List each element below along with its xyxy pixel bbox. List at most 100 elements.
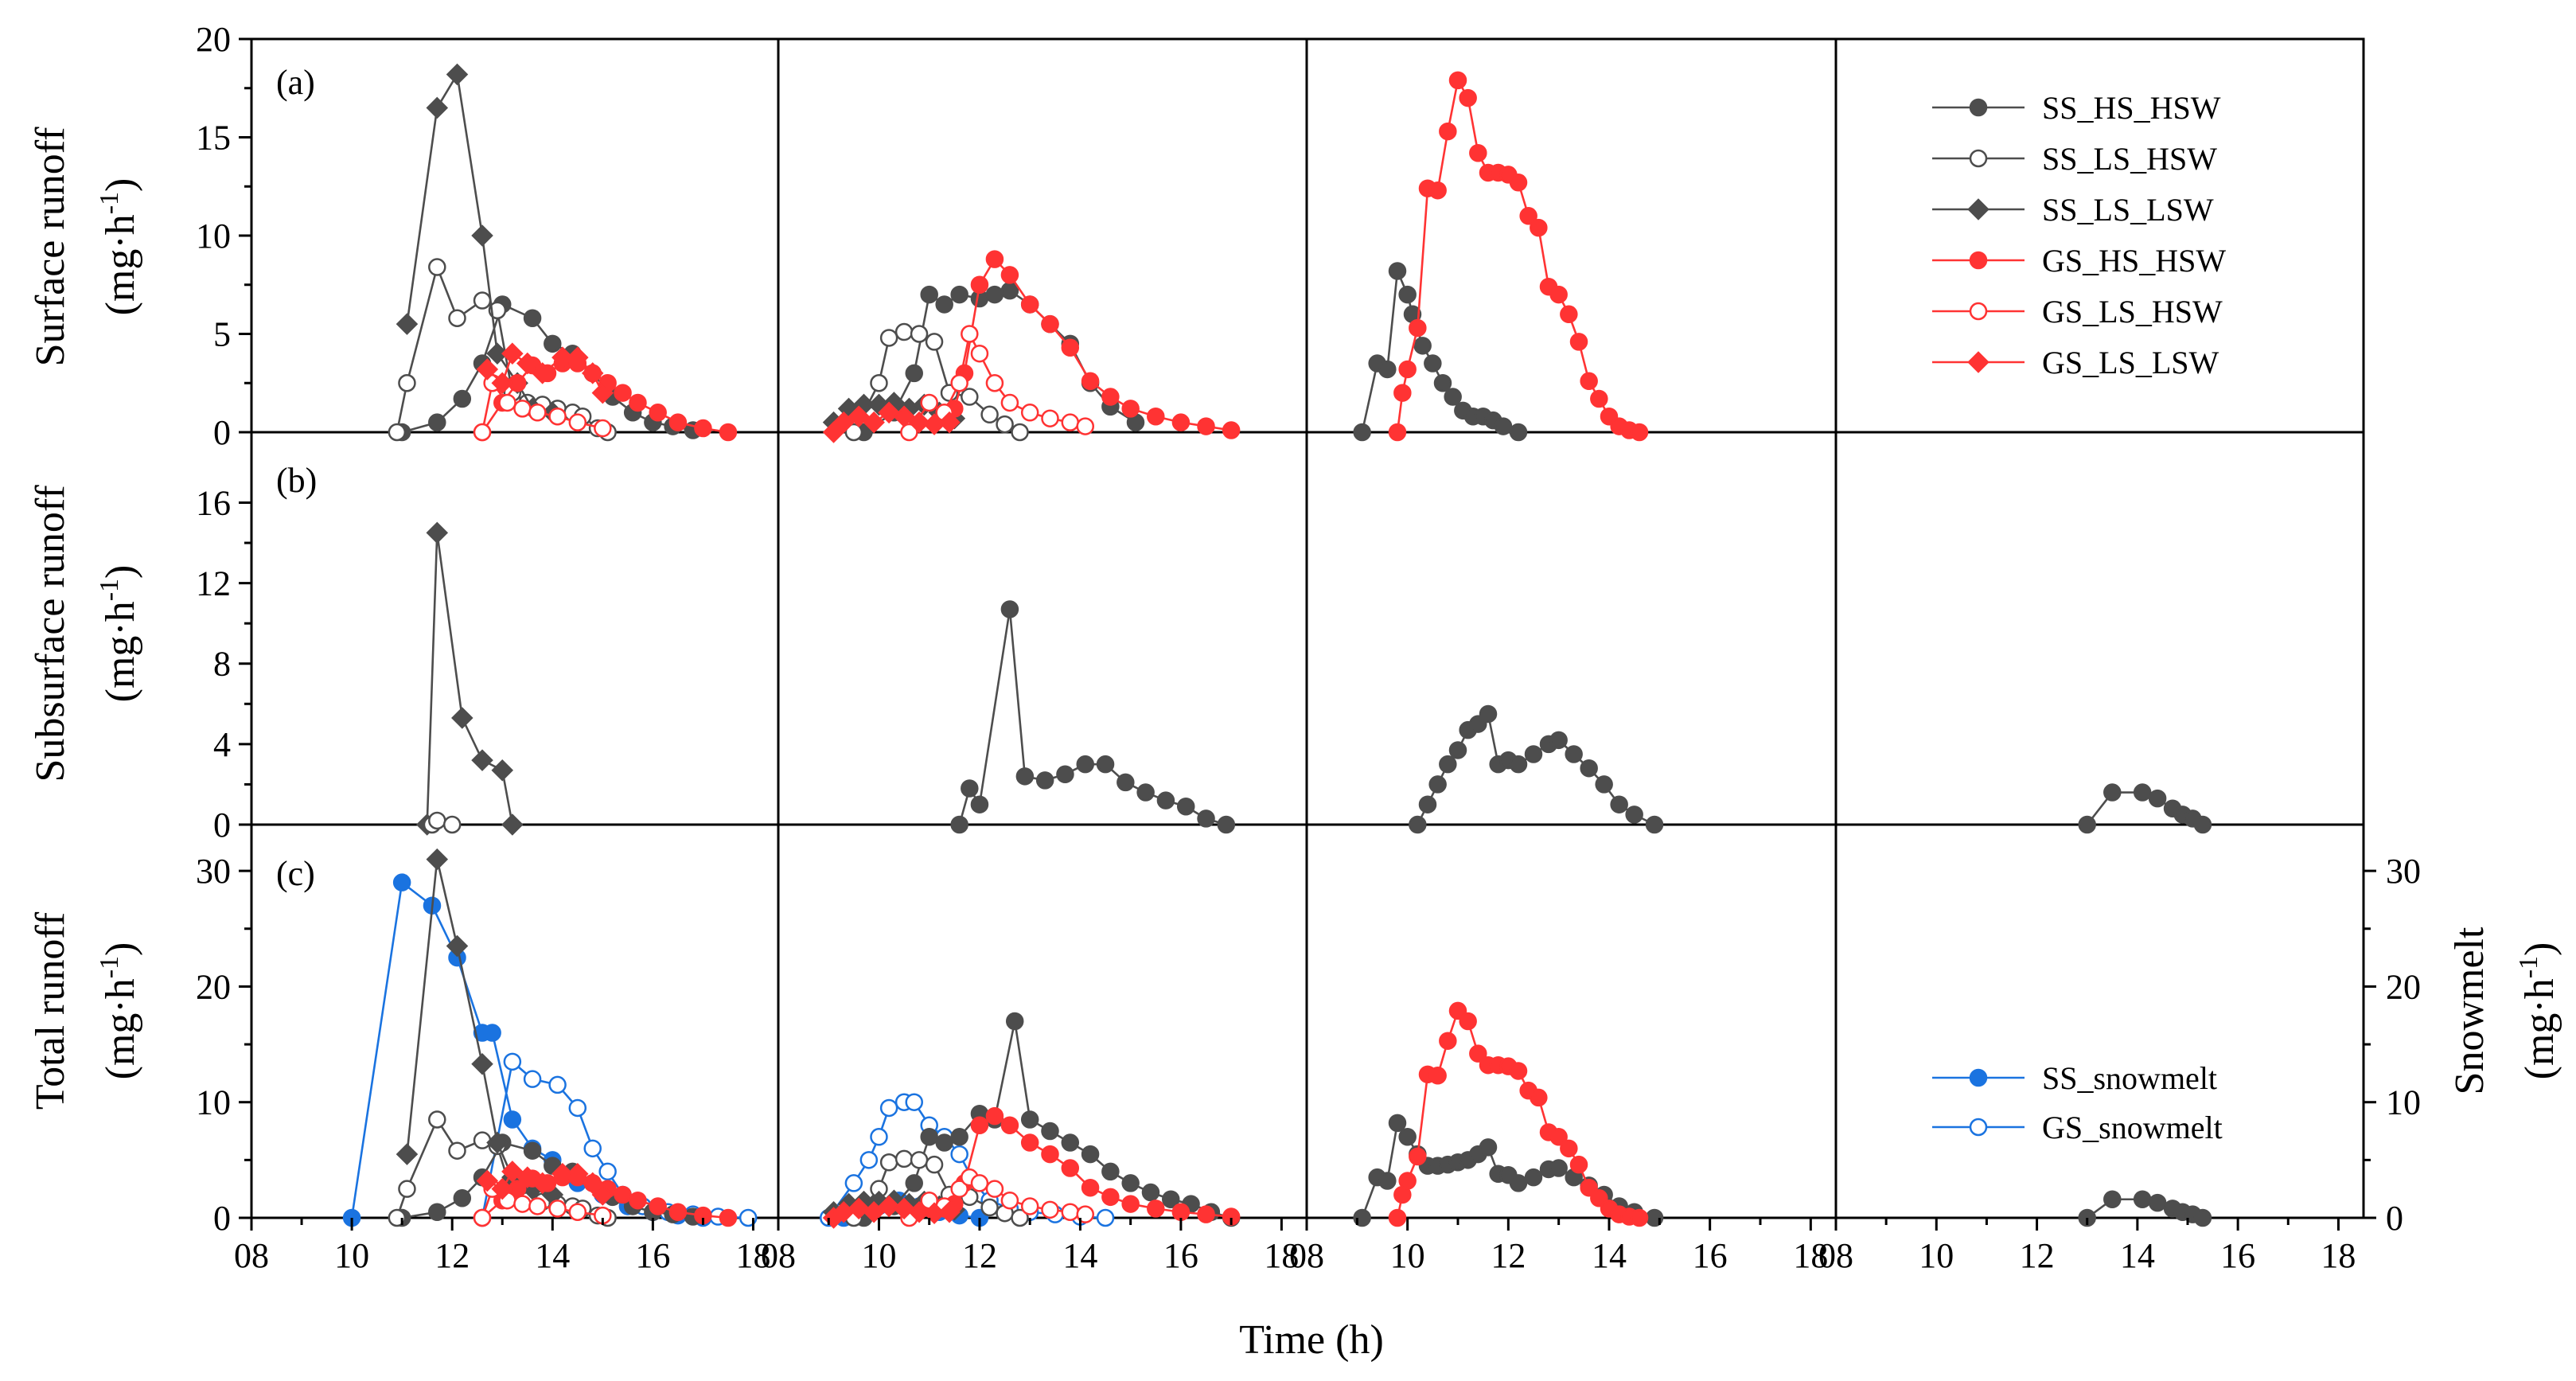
point-GS_LS_LSW <box>591 381 614 404</box>
point-GS_LS_HSW <box>513 400 532 418</box>
point-GS_LS_HSW <box>920 393 938 412</box>
legend-marker-SS_snowmelt <box>1969 1068 1988 1087</box>
xtick-label-c3: 08 <box>1818 1236 1853 1275</box>
panel-label-b: (b) <box>276 461 317 500</box>
point-GS_HS_HSW <box>649 1197 667 1215</box>
point-GS_LS_HSW <box>900 423 918 442</box>
axes-layer: 0 5 10 15 20 0 4 8 12 16 0 10 20 30 0 10 20 30 08 10 12 14 16 1… <box>196 20 2421 1275</box>
ytick-label-r2: 0 <box>213 1199 231 1238</box>
point-SS_LS_HSW <box>894 322 914 341</box>
ytick-label-r0: 15 <box>196 119 231 158</box>
point-GS_LS_HSW <box>1000 1191 1019 1210</box>
point-GS_LS_LSW <box>878 1195 900 1218</box>
legend-marker-SS_LS_HSW <box>1969 149 1988 168</box>
point-SS_HS_HSW <box>523 309 542 327</box>
point-SS_LS_LSW <box>451 707 474 729</box>
point-GS_LS_LSW <box>863 411 885 434</box>
point-GS_snowmelt <box>548 1075 567 1094</box>
point-GS_LS_HSW <box>970 344 989 363</box>
point-GS_LS_LSW <box>938 411 961 434</box>
line-SS_HS_HSW <box>1361 267 1519 434</box>
point-GS_HS_HSW <box>719 423 738 442</box>
point-SS_HS_HSW <box>905 1174 923 1192</box>
point-GS_LS_LSW <box>591 1184 614 1206</box>
point-GS_HS_HSW <box>1121 1195 1140 1213</box>
series-SS_HS_HSW-r1-c2 <box>1409 704 1664 834</box>
point-SS_LS_LSW <box>471 1052 493 1075</box>
point-GS_HS_HSW <box>1398 360 1417 379</box>
point-GS_HS_HSW <box>1197 1205 1215 1223</box>
point-SS_HS_HSW <box>1015 767 1035 786</box>
point-GS_HS_HSW <box>1549 1128 1568 1146</box>
legend-marker-SS_HS_HSW <box>1969 98 1988 117</box>
xtick-label-c0: 18 <box>735 1236 770 1275</box>
point-GS_HS_HSW <box>649 404 667 422</box>
point-SS_LS_HSW <box>428 1110 446 1129</box>
point-SS_LS_HSW <box>448 309 466 327</box>
xtick-label-c1: 18 <box>1264 1236 1299 1275</box>
series-SS_HS_HSW-r1-c1 <box>950 600 1236 834</box>
point-GS_snowmelt <box>859 1151 879 1169</box>
point-SS_LS_HSW <box>894 1149 914 1168</box>
point-SS_HS_HSW <box>1378 1172 1397 1190</box>
xtick-label-c0: 08 <box>234 1236 269 1275</box>
point-SS_HS_HSW <box>1565 745 1583 763</box>
point-SS_LS_HSW <box>428 811 446 830</box>
point-SS_HS_HSW <box>2103 783 2122 802</box>
point-GS_LS_HSW <box>1061 1203 1080 1221</box>
point-SS_HS_HSW <box>1353 423 1371 442</box>
series-SS_LS_HSW-r0-c1 <box>844 322 1029 442</box>
point-SS_LS_HSW <box>925 333 944 351</box>
point-GS_LS_LSW <box>893 1197 915 1220</box>
point-SS_LS_HSW <box>879 329 898 347</box>
point-GS_LS_HSW <box>950 1180 968 1198</box>
legend-marker-GS_HS_HSW <box>1969 251 1988 270</box>
point-GS_LS_LSW <box>491 1177 514 1200</box>
xtick-label-c1: 14 <box>1062 1236 1097 1275</box>
point-GS_HS_HSW <box>1428 1067 1447 1085</box>
point-SS_LS_LSW <box>446 934 469 958</box>
point-SS_HS_HSW <box>1388 1114 1407 1133</box>
ytick-label-r2: 20 <box>196 967 231 1006</box>
point-GS_HS_HSW <box>985 1106 1004 1125</box>
point-GS_HS_HSW <box>1560 1139 1578 1158</box>
ylabel-surface-unit: (mg·h-1) <box>95 178 143 316</box>
point-GS_LS_LSW <box>893 405 915 428</box>
point-GS_HS_HSW <box>1630 1208 1649 1227</box>
ylabel-surface-title: Surface runoff <box>28 127 73 366</box>
legend-label-GS_LS_LSW: GS_LS_LSW <box>2042 345 2219 380</box>
point-SS_HS_HSW <box>950 1128 968 1146</box>
panel-frames <box>250 37 2365 1219</box>
point-SS_HS_HSW <box>935 295 953 314</box>
point-GS_LS_HSW <box>473 423 492 442</box>
ytick-label-r2: 30 <box>196 852 231 891</box>
point-GS_HS_HSW <box>1000 1116 1019 1135</box>
series-SS_HS_HSW-r2-c3 <box>2078 1190 2212 1227</box>
point-GS_LS_HSW <box>1020 1197 1039 1215</box>
point-SS_HS_HSW <box>1418 795 1437 813</box>
point-SS_HS_HSW <box>1524 745 1543 763</box>
series-layer <box>342 63 2212 1229</box>
point-GS_HS_HSW <box>1469 144 1487 162</box>
point-GS_snowmelt <box>879 1098 898 1118</box>
point-GS_LS_LSW <box>491 372 514 395</box>
ylabel-snowmelt-unit: (mg·h-1) <box>2514 942 2562 1080</box>
point-SS_HS_HSW <box>1096 755 1115 774</box>
point-GS_LS_LSW <box>551 1163 574 1185</box>
series-GS_LS_LSW-r2-c1 <box>822 1195 961 1229</box>
point-SS_LS_HSW <box>980 1198 999 1217</box>
ylabel-subsurface: Subsurface runoff (mg·h-1) <box>28 485 143 782</box>
point-SS_HS_HSW <box>2148 789 2167 808</box>
point-SS_LS_HSW <box>442 815 462 834</box>
point-GS_HS_HSW <box>668 413 688 431</box>
point-SS_HS_HSW <box>1136 783 1155 802</box>
ylabel-total-title: Total runoff <box>28 911 73 1110</box>
point-SS_HS_HSW <box>2133 1190 2152 1209</box>
point-SS_HS_HSW <box>1117 773 1135 792</box>
point-SS_HS_HSW <box>935 1133 953 1152</box>
point-SS_HS_HSW <box>1645 815 1664 834</box>
panel-frame-r1-c1 <box>777 431 1308 826</box>
xtick-label-c2: 18 <box>1793 1236 1828 1275</box>
point-GS_LS_HSW <box>970 1174 989 1192</box>
point-SS_LS_LSW <box>486 342 509 365</box>
